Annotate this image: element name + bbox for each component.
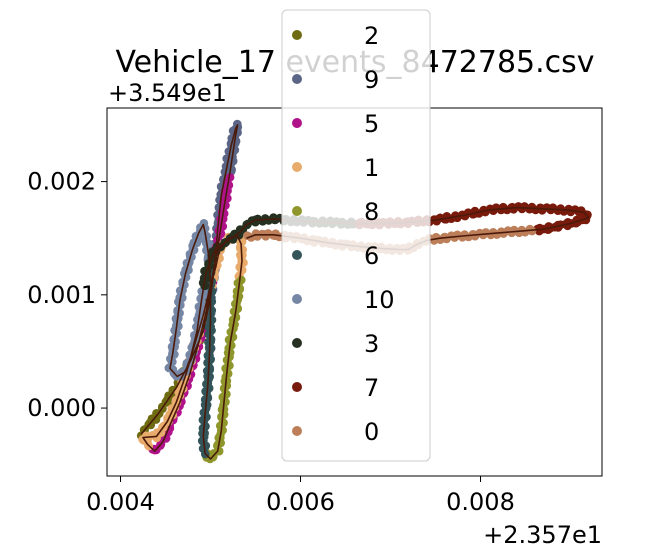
legend-label-3: 3 <box>364 330 379 358</box>
y-tick-label: 0.001 <box>27 281 96 309</box>
x-axis: 0.004 0.006 0.008 <box>86 476 515 516</box>
legend-label-7: 7 <box>364 374 379 402</box>
legend-box <box>281 9 431 462</box>
legend-label-10: 10 <box>364 286 395 314</box>
x-offset-label: +2.357e1 <box>483 521 602 549</box>
legend-marker-5 <box>292 118 302 128</box>
legend-label-1: 1 <box>364 154 379 182</box>
legend-label-2: 2 <box>364 22 379 50</box>
y-tick-label: 0.000 <box>27 394 96 422</box>
legend-label-8: 8 <box>364 198 379 226</box>
track-line <box>140 124 590 460</box>
y-axis: 0.000 0.001 0.002 <box>27 168 107 422</box>
legend-marker-2 <box>292 30 302 40</box>
y-tick-label: 0.002 <box>27 168 96 196</box>
legend-marker-10 <box>292 294 302 304</box>
legend: 2 9 5 1 8 6 10 3 7 0 <box>281 9 431 462</box>
legend-marker-3 <box>292 338 302 348</box>
x-tick-label: 0.004 <box>86 488 155 516</box>
legend-label-9: 9 <box>364 66 379 94</box>
legend-label-0: 0 <box>364 418 379 446</box>
legend-marker-7 <box>292 382 302 392</box>
y-offset-label: +3.549e1 <box>108 79 227 107</box>
x-tick-label: 0.006 <box>266 488 335 516</box>
x-tick-label: 0.008 <box>446 488 515 516</box>
legend-marker-0 <box>292 426 302 436</box>
legend-marker-6 <box>292 250 302 260</box>
legend-label-5: 5 <box>364 110 379 138</box>
legend-marker-8 <box>292 206 302 216</box>
legend-marker-9 <box>292 74 302 84</box>
legend-marker-1 <box>292 162 302 172</box>
legend-label-6: 6 <box>364 242 379 270</box>
